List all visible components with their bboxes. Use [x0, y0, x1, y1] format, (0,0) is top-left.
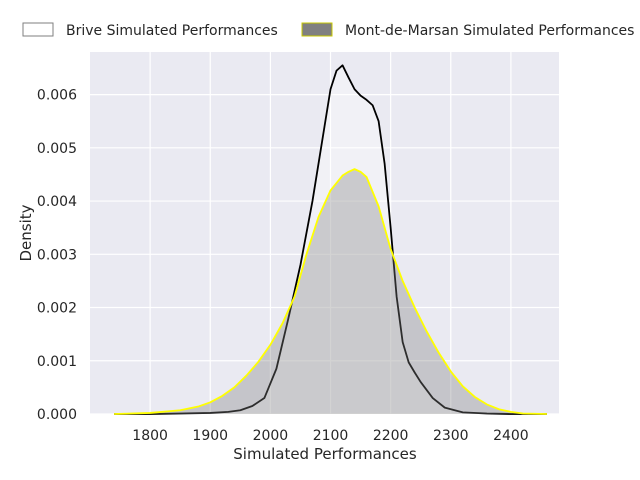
y-tick-label: 0.002: [37, 301, 77, 317]
x-tick-label: 2400: [493, 428, 529, 444]
area-brive: [114, 65, 547, 414]
legend-label-mont-de-marsan: Mont-de-Marsan Simulated Performances: [345, 23, 634, 39]
x-tick-label: 2200: [373, 428, 409, 444]
x-tick-label: 2000: [253, 428, 289, 444]
x-tick-label: 1800: [132, 428, 168, 444]
x-tick-label: 2300: [433, 428, 469, 444]
y-axis-ticks: 0.000 0.001 0.002 0.003 0.004 0.005 0.006: [37, 88, 77, 423]
line-brive: [114, 64, 547, 415]
y-tick-label: 0.006: [37, 88, 77, 104]
legend-swatch-mont-de-marsan: [301, 22, 333, 37]
plot-area: [90, 52, 559, 414]
line-mont-de-marsan: [114, 168, 547, 415]
legend-label-brive: Brive Simulated Performances: [66, 23, 278, 39]
y-tick-label: 0.001: [37, 354, 77, 370]
y-tick-label: 0.005: [37, 141, 77, 157]
y-tick-label: 0.003: [37, 247, 77, 263]
y-tick-label: 0.004: [37, 194, 77, 210]
x-tick-label: 2100: [313, 428, 349, 444]
x-axis-ticks: 1800 1900 2000 2100 2200 2300 2400: [132, 428, 528, 444]
y-tick-label: 0.000: [37, 407, 77, 423]
legend: Brive Simulated Performances Mont-de-Mar…: [22, 22, 634, 39]
legend-swatch-brive: [22, 22, 54, 37]
x-tick-label: 1900: [192, 428, 228, 444]
y-axis-label: Density: [17, 204, 35, 261]
x-axis-label: Simulated Performances: [233, 445, 417, 463]
series-layer: [114, 64, 547, 415]
